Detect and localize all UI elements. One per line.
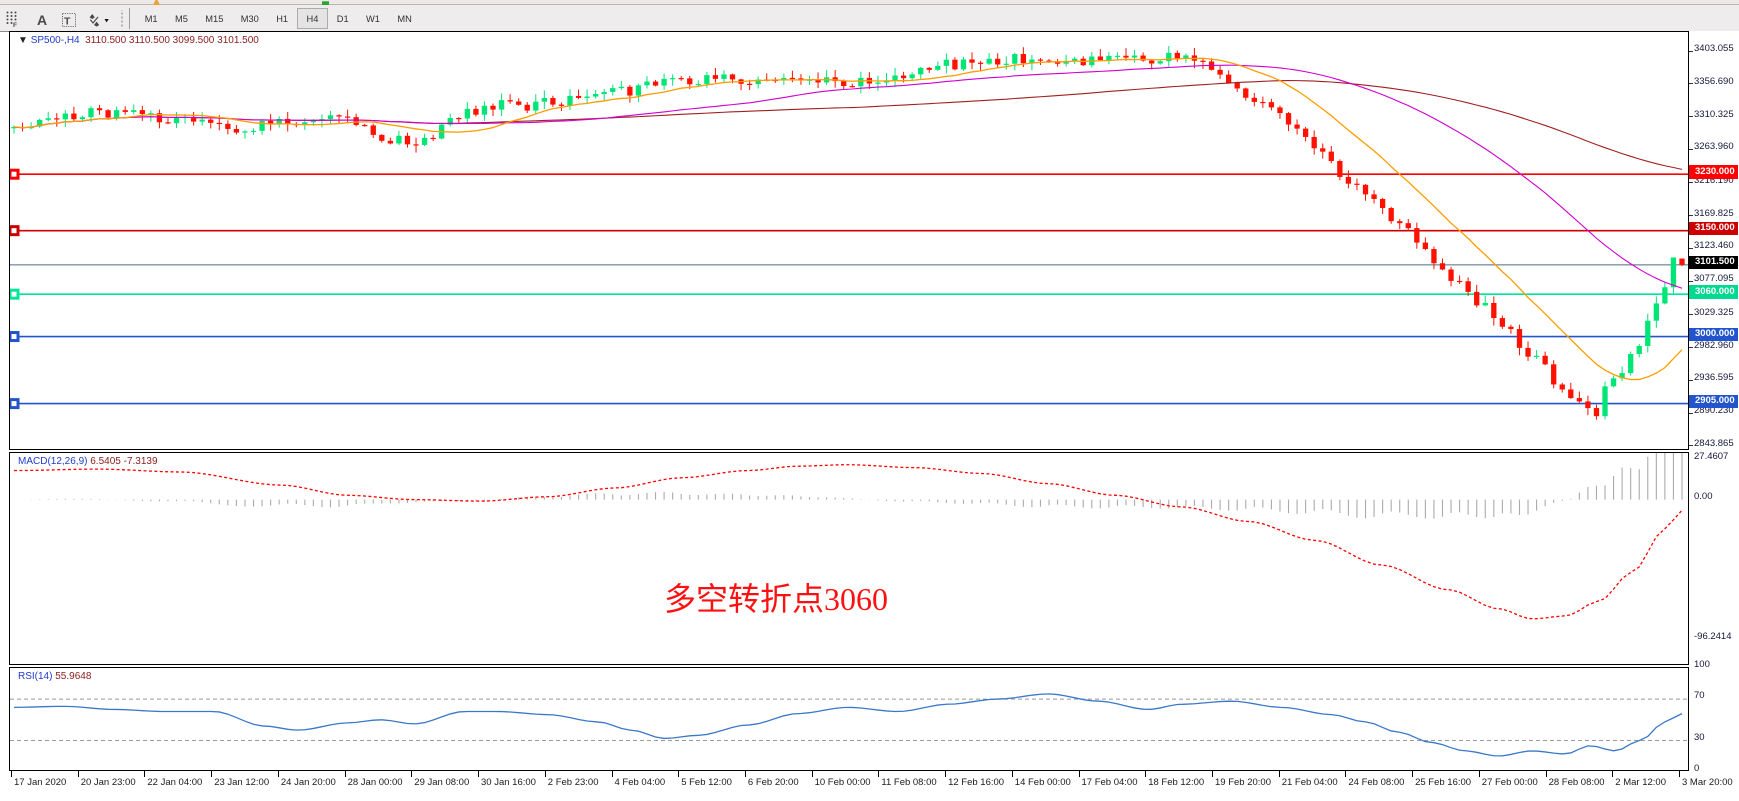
svg-text:T: T — [64, 16, 71, 28]
svg-text:F: F — [13, 22, 17, 27]
